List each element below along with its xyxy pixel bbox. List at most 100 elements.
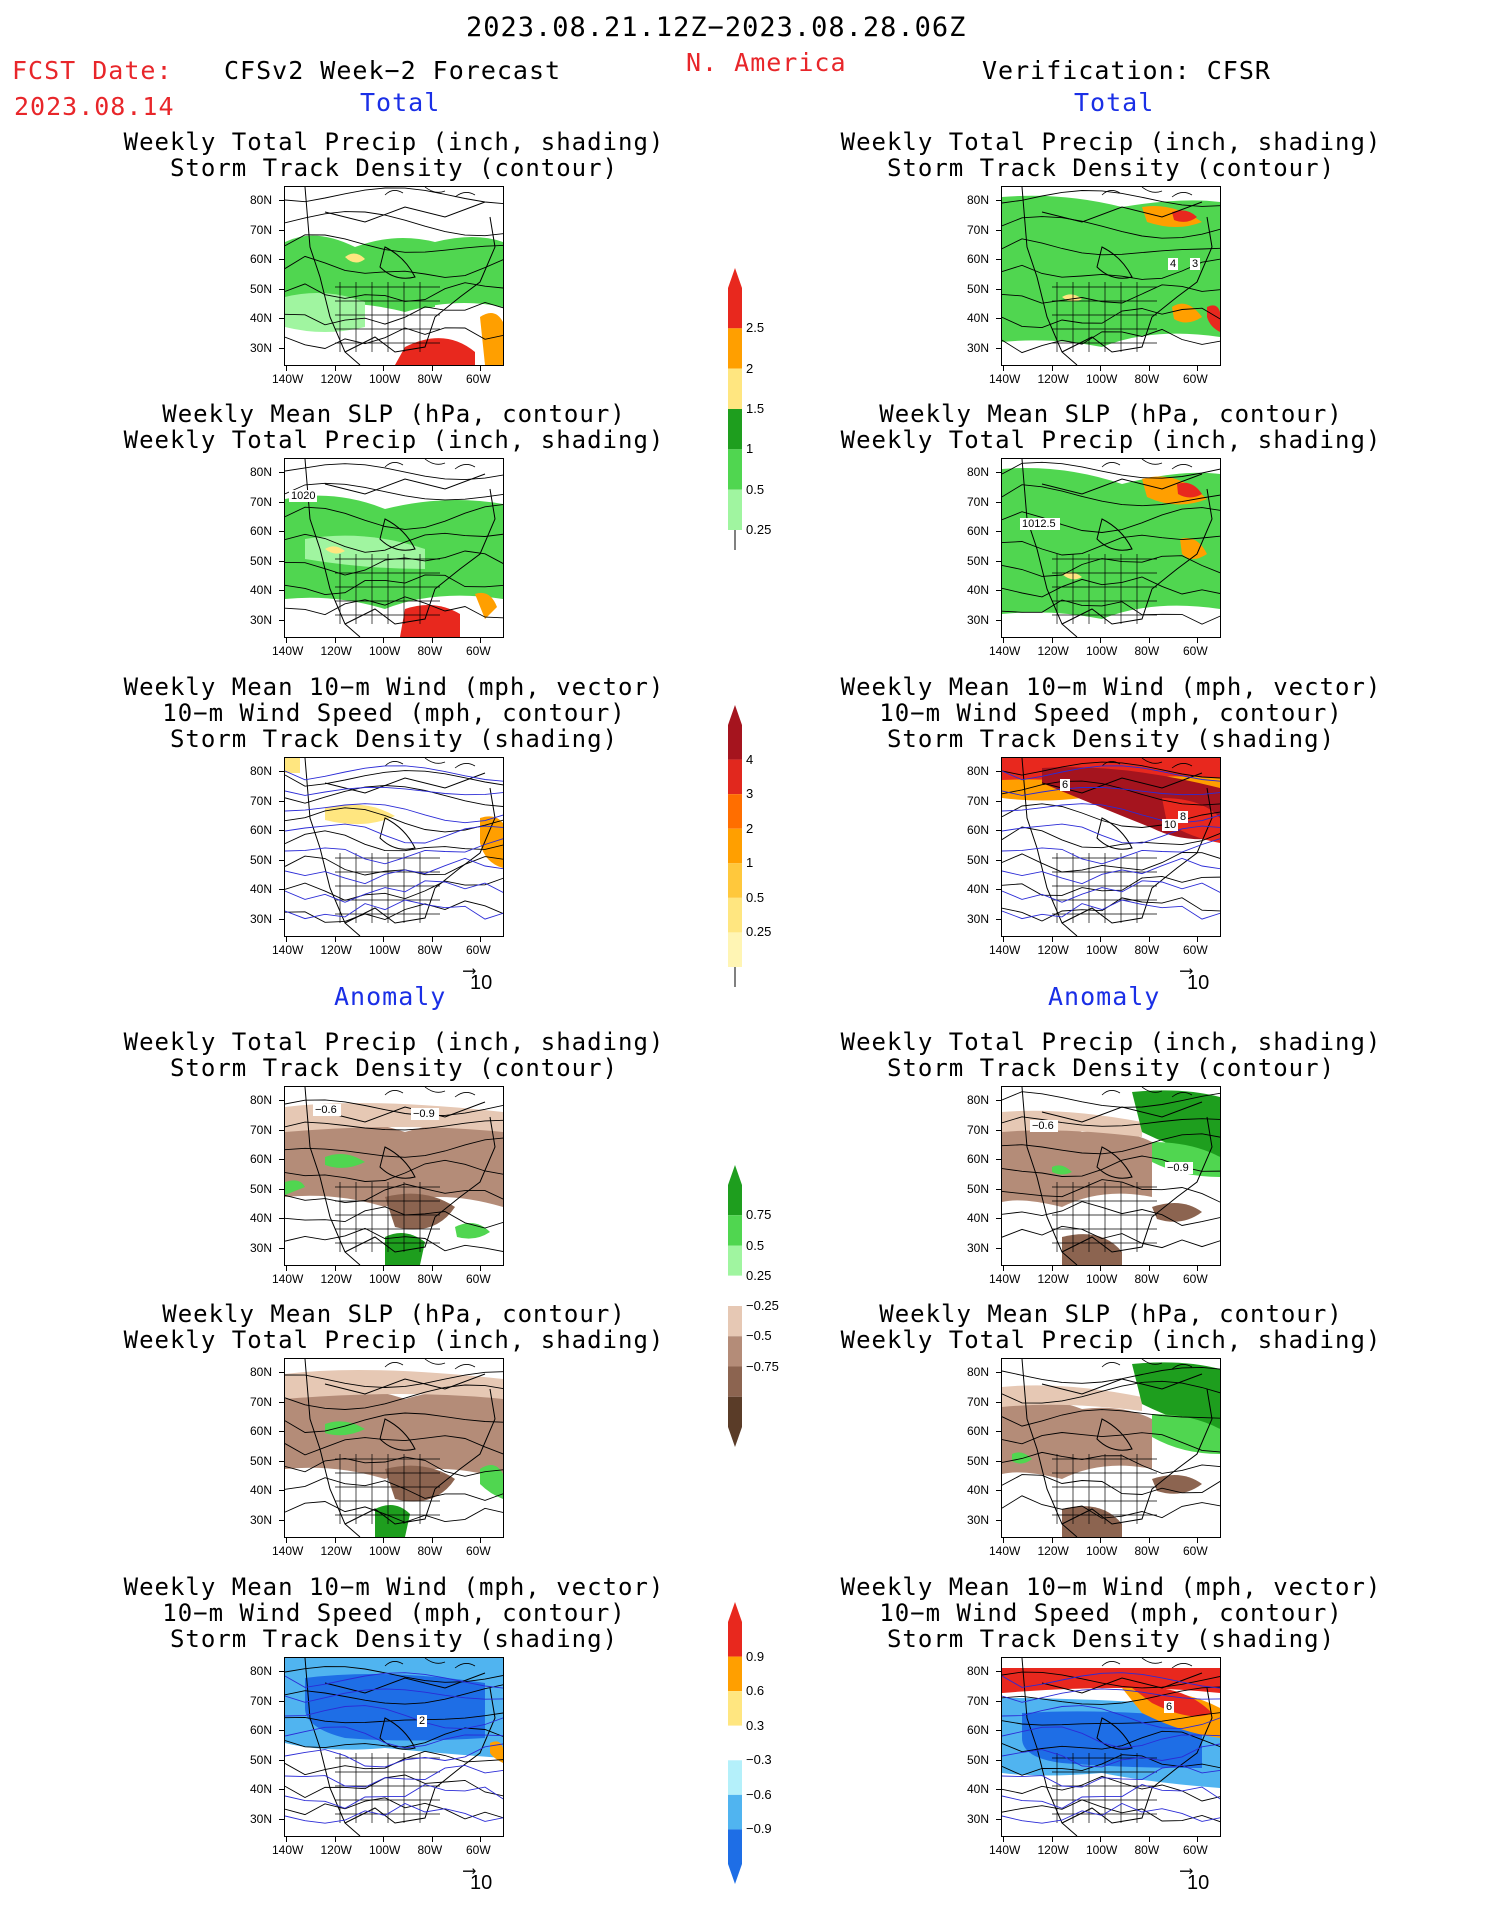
- fcst-anom-precip-contour-label: −0.9: [413, 1108, 435, 1120]
- storm-total-colorbar-label: 0.25: [746, 924, 772, 940]
- cfsr-total-wind-lat-tick: [996, 918, 1001, 920]
- fcst-anom-slp-shading-5: [480, 1465, 503, 1499]
- cfsr-total-wind-lat-tick: [996, 830, 1001, 831]
- fcst-total-precip-lon-tick: [286, 366, 287, 371]
- fcst-anom-slp-shading-3: [375, 1505, 410, 1537]
- precip-total-colorbar-label: 1: [746, 441, 754, 457]
- cfsr-total-precip-lat-80N: 80N: [967, 193, 990, 207]
- storm-anom-colorbar-swatch-2: [728, 1691, 742, 1726]
- cfsr-anom-wind-lon-tick: [1197, 1837, 1198, 1842]
- fcst-total-precip-lon-tick: [383, 366, 384, 371]
- section-total-right: Total: [1074, 88, 1155, 117]
- cfsr-total-wind-lon-tick: [1003, 937, 1004, 942]
- cfsr-anom-slp-shading-5: [1152, 1475, 1202, 1494]
- fcst-anom-slp-title-2: Weekly Total Precip (inch, shading): [123, 1326, 665, 1354]
- cfsr-total-wind-lat-80N: 80N: [967, 764, 990, 778]
- cfsr-anom-wind-lat-40N: 40N: [967, 1782, 990, 1796]
- cfsr-total-precip-lon-tick: [1003, 366, 1004, 371]
- cfsr-anom-slp-lat-tick: [996, 1460, 1001, 1462]
- cfsr-total-slp-lon-140W: 140W: [989, 644, 1021, 658]
- fcst-anom-slp-lat-tick: [279, 1490, 284, 1491]
- fcst-anom-precip-lat-tick: [279, 1218, 284, 1219]
- cfsr-anom-wind-title-2: 10−m Wind Speed (mph, contour): [879, 1599, 1343, 1627]
- cfsr-total-slp-lon-60W: 60W: [1183, 644, 1208, 658]
- cfsr-anom-slp-lon-60W: 60W: [1183, 1544, 1208, 1558]
- cfsr-total-precip-lat-tick: [996, 347, 1001, 349]
- cfsr-anom-slp-lon-120W: 120W: [1037, 1544, 1069, 1558]
- cfsr-total-slp-map: 1012.5: [1001, 458, 1221, 638]
- cfsr-total-slp-lon-100W: 100W: [1086, 644, 1118, 658]
- fcst-total-slp-contour-label: 1020: [291, 490, 315, 502]
- cfsr-anom-wind-lon-80W: 80W: [1134, 1843, 1160, 1857]
- cfsr-total-slp-shading-4: [1062, 572, 1082, 580]
- cfsr-anom-precip-lon-tick: [1197, 1266, 1198, 1271]
- cfsr-total-wind-contour-label: 10: [1164, 819, 1176, 831]
- fcst-anom-precip-lat-tick: [279, 1129, 284, 1131]
- fcst-anom-wind-lat-30N: 30N: [250, 1811, 273, 1826]
- storm-anom-colorbar-label: −0.3: [746, 1752, 772, 1768]
- cfsr-total-slp-lon-tick: [1003, 638, 1004, 643]
- cfsr-anom-slp-lon-tick: [1197, 1538, 1198, 1543]
- fcst-total-precip-shading-1: [285, 293, 365, 332]
- cfsr-anom-slp-map: [1001, 1358, 1221, 1538]
- cfsr-anom-precip-lat-tick: [996, 1129, 1001, 1131]
- fcst-total-precip-title-1: Weekly Total Precip (inch, shading): [123, 128, 665, 156]
- cfsr-anom-precip-lon-100W: 100W: [1086, 1272, 1118, 1286]
- cfsr-anom-wind-lon-120W: 120W: [1037, 1843, 1069, 1857]
- fcst-total-wind-lon-tick: [480, 937, 481, 942]
- fcst-anom-slp-lon-100W: 100W: [369, 1544, 401, 1558]
- cfsr-total-slp-shading-1: [1142, 476, 1207, 505]
- cfsr-anom-precip-lon-80W: 80W: [1134, 1272, 1160, 1286]
- cfsr-anom-wind-lon-100W: 100W: [1086, 1843, 1118, 1857]
- fcst-anom-wind-lat-tick: [279, 1700, 284, 1702]
- cfsr-anom-wind-lat-tick: [996, 1759, 1001, 1761]
- fcst-total-wind-lat-60N: 60N: [250, 823, 273, 837]
- storm-total-colorbar-swatch-6: [728, 932, 742, 967]
- fcst-anom-slp-map-svg: [285, 1359, 503, 1537]
- cfsr-total-precip-lon-tick: [1148, 366, 1150, 371]
- fcst-anom-slp-lon-140W: 140W: [272, 1544, 304, 1558]
- cfsr-anom-wind-lat-30N: 30N: [967, 1811, 990, 1826]
- cfsr-total-wind-ref-vector-label: 10: [1187, 972, 1210, 994]
- cfsr-anom-precip-lat-tick: [996, 1247, 1001, 1249]
- fcst-total-slp-lon-tick: [334, 638, 336, 643]
- fcst-total-slp-lat-30N: 30N: [250, 612, 273, 627]
- fcst-anom-slp-lat-tick: [279, 1431, 284, 1432]
- cfsr-anom-wind-lat-tick: [996, 1789, 1001, 1790]
- precip-anom-colorbar-label: −0.5: [746, 1328, 772, 1344]
- fcst-anom-wind-lon-120W: 120W: [320, 1843, 352, 1857]
- fcst-total-precip-lon-tick: [431, 366, 433, 371]
- cfsr-anom-wind-map: 6: [1001, 1657, 1221, 1837]
- cfsr-anom-slp-title-1: Weekly Mean SLP (hPa, contour): [879, 1300, 1343, 1328]
- fcst-anom-wind-lat-tick: [279, 1671, 284, 1672]
- section-total-left: Total: [360, 88, 441, 117]
- fcst-anom-slp-lon-60W: 60W: [466, 1544, 491, 1558]
- storm-total-colorbar: [728, 705, 742, 987]
- cfsr-total-precip-lat-40N: 40N: [967, 311, 990, 325]
- cfsr-anom-slp-lat-80N: 80N: [967, 1365, 990, 1379]
- cfsr-total-wind-lat-tick: [996, 800, 1001, 802]
- cfsr-total-precip-lon-tick: [1051, 366, 1053, 371]
- precip-anom-colorbar: [728, 1165, 742, 1447]
- fcst-total-wind-lat-50N: 50N: [250, 852, 273, 867]
- fcst-anom-wind-title-2: 10−m Wind Speed (mph, contour): [162, 1599, 626, 1627]
- storm-anom-colorbar-swatch-5: [728, 1794, 742, 1830]
- fcst-anom-wind-lat-50N: 50N: [250, 1752, 273, 1767]
- cfsr-total-slp-lon-120W: 120W: [1037, 644, 1069, 658]
- fcst-total-wind-lat-80N: 80N: [250, 764, 273, 778]
- storm-anom-colorbar: [728, 1602, 742, 1884]
- precip-anom-colorbar-swatch-2: [728, 1245, 742, 1276]
- fcst-anom-precip-lat-tick: [279, 1247, 284, 1249]
- cfsr-anom-slp-lon-140W: 140W: [989, 1544, 1021, 1558]
- fcst-anom-wind-shading-1: [305, 1674, 485, 1741]
- precip-anom-colorbar-swatch-1: [728, 1215, 742, 1246]
- fcst-total-wind-title-1: Weekly Mean 10−m Wind (mph, vector): [123, 673, 665, 701]
- precip-anom-colorbar-label: 0.75: [746, 1207, 772, 1223]
- cfsr-anom-slp-lat-40N: 40N: [967, 1483, 990, 1497]
- fcst-anom-precip-lat-70N: 70N: [250, 1122, 273, 1137]
- fcst-total-slp-lat-tick: [279, 590, 284, 591]
- fcst-anom-precip-map: −0.6 −0.9: [284, 1086, 504, 1266]
- fcst-total-wind-lat-tick: [279, 859, 284, 861]
- cfsr-total-wind-title-2: 10−m Wind Speed (mph, contour): [879, 699, 1343, 727]
- cfsr-total-slp-lat-80N: 80N: [967, 465, 990, 479]
